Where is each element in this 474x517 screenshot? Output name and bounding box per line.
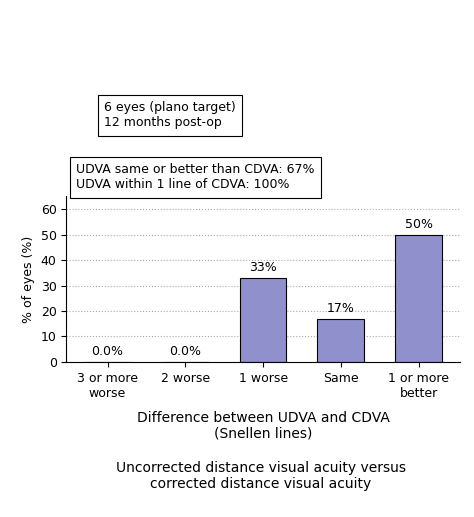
Text: Uncorrected distance visual acuity versus
corrected distance visual acuity: Uncorrected distance visual acuity versu… (116, 461, 406, 491)
X-axis label: Difference between UDVA and CDVA
(Snellen lines): Difference between UDVA and CDVA (Snelle… (137, 410, 390, 441)
Y-axis label: % of eyes (%): % of eyes (%) (22, 236, 35, 323)
Text: 6 eyes (plano target)
12 months post-op: 6 eyes (plano target) 12 months post-op (104, 101, 236, 129)
Text: 33%: 33% (249, 261, 277, 274)
Text: 17%: 17% (327, 302, 355, 315)
Bar (318, 318, 364, 362)
Bar (395, 235, 442, 362)
Text: 50%: 50% (405, 218, 433, 231)
Text: 0.0%: 0.0% (169, 345, 201, 358)
Bar (240, 278, 286, 362)
Text: UDVA same or better than CDVA: 67%
UDVA within 1 line of CDVA: 100%: UDVA same or better than CDVA: 67% UDVA … (76, 163, 314, 191)
Text: 0.0%: 0.0% (91, 345, 124, 358)
